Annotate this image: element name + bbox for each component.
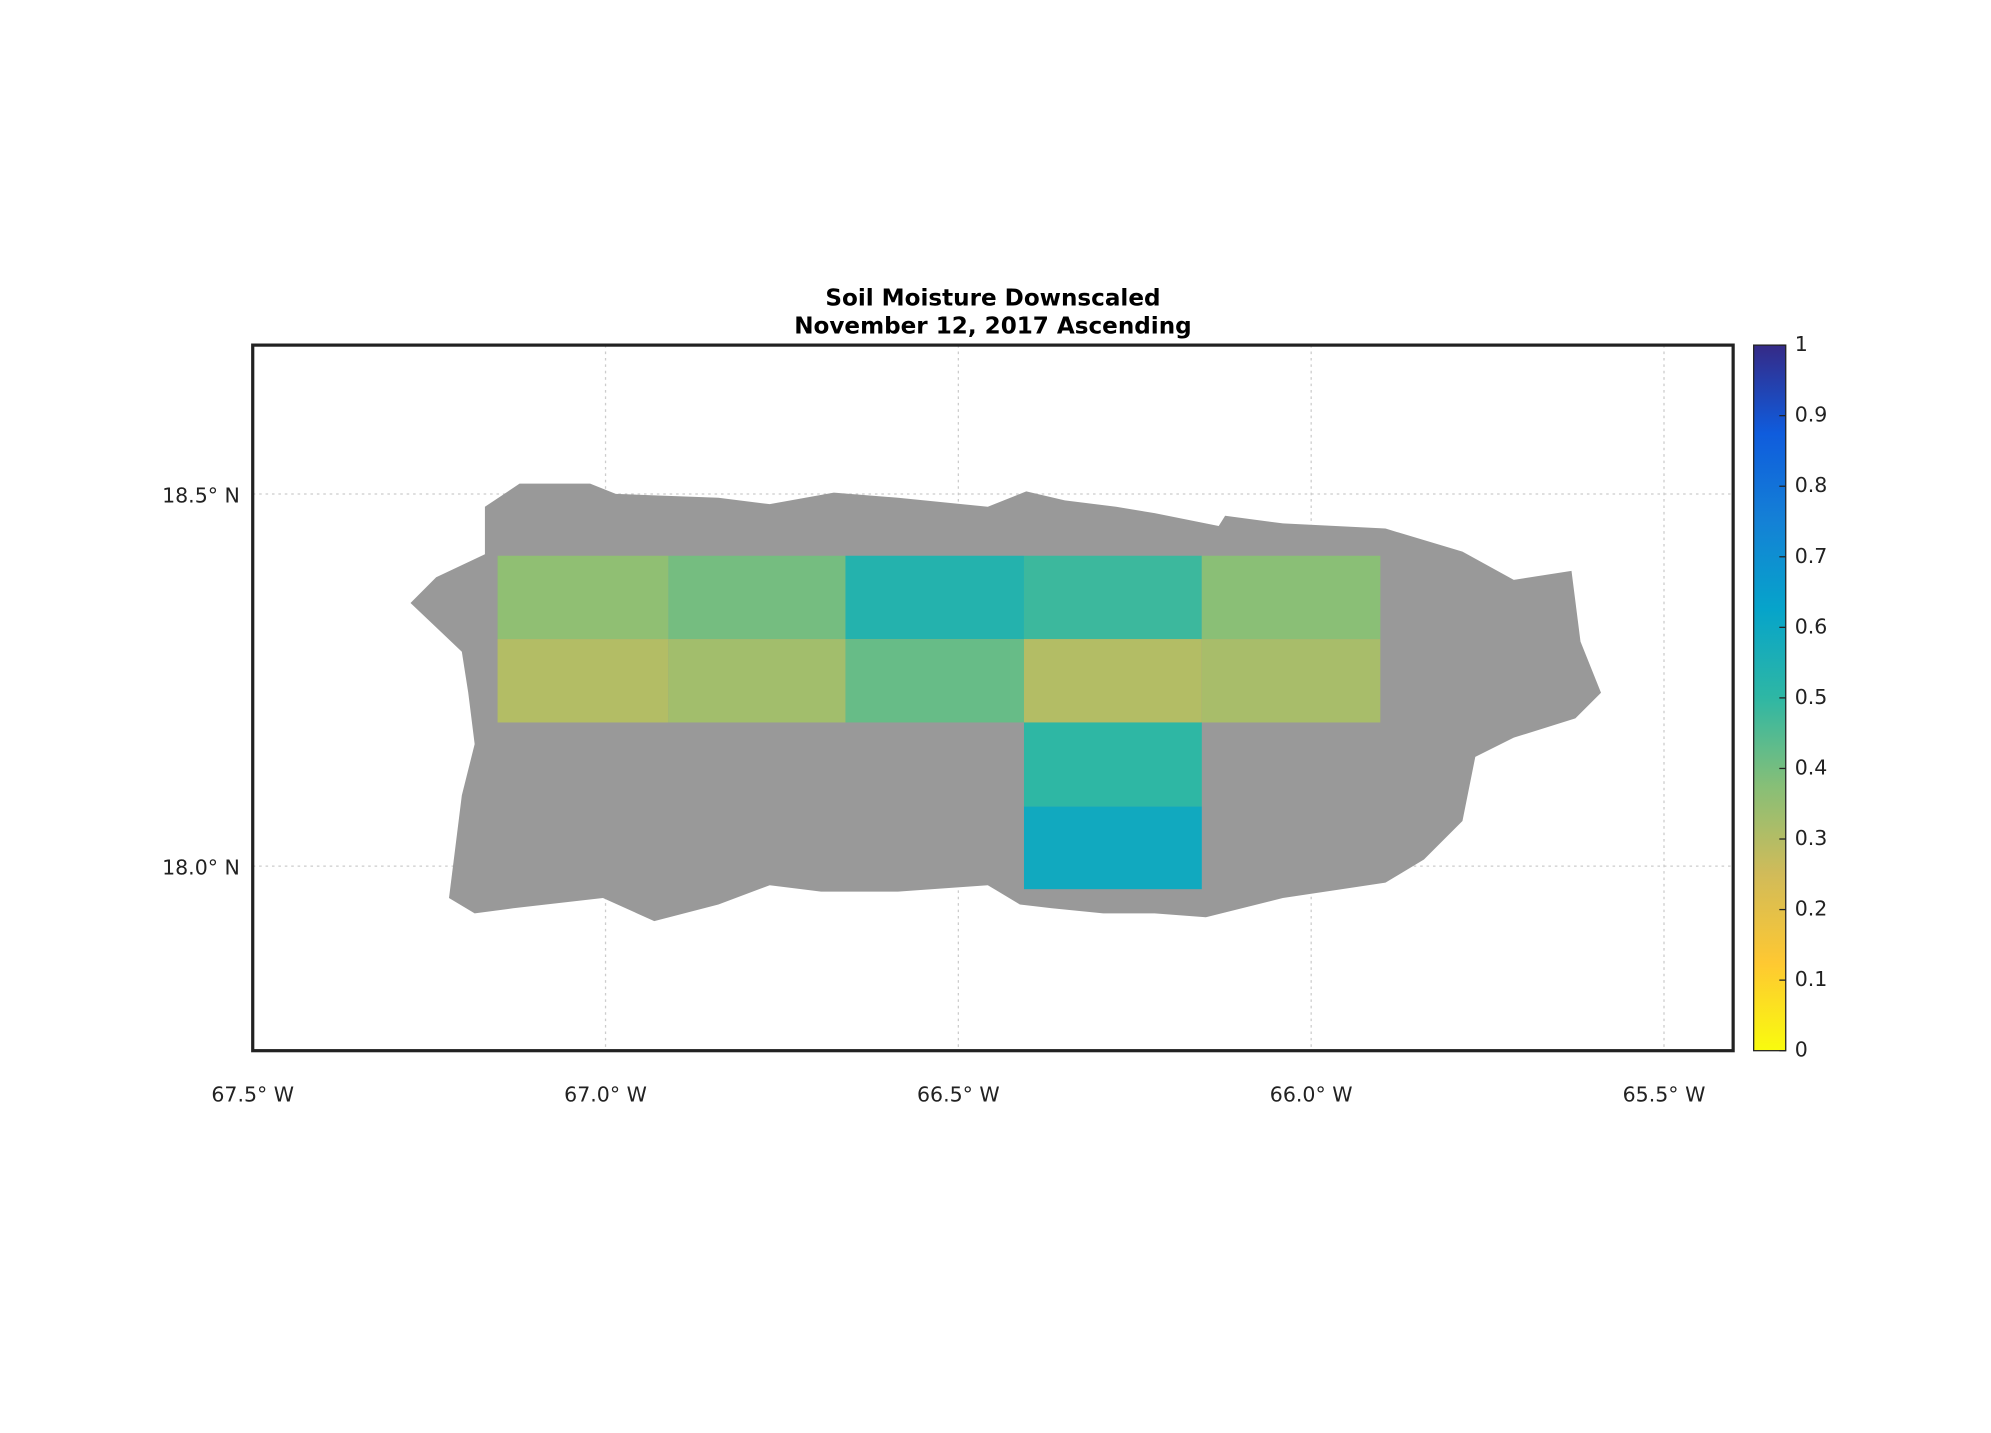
colorbar-tick-label: 0 — [1795, 1038, 1808, 1062]
colorbar-tick-label: 0.6 — [1795, 614, 1828, 638]
chart-subtitle: November 12, 2017 Ascending — [794, 314, 1191, 340]
soil-moisture-tile — [845, 639, 1024, 723]
soil-moisture-tile — [1201, 639, 1381, 723]
colorbar-tick-label: 1 — [1795, 332, 1808, 356]
soil-moisture-tile — [1023, 555, 1202, 640]
soil-moisture-tile — [668, 555, 846, 640]
colorbar-tick-label: 0.3 — [1795, 826, 1828, 850]
colorbar-tick-label: 0.4 — [1795, 755, 1828, 779]
soil-moisture-tile — [1023, 722, 1202, 807]
y-tick-label: 18.0° N — [162, 856, 240, 880]
soil-moisture-tile — [668, 639, 846, 723]
chart-title: Soil Moisture Downscaled — [825, 285, 1160, 311]
colorbar-tick-label: 0.5 — [1795, 685, 1828, 709]
soil-moisture-tile — [1201, 555, 1381, 640]
colorbar-tick-label: 0.2 — [1795, 897, 1828, 921]
colorbar-tick-label: 0.8 — [1795, 473, 1828, 497]
x-tick-label: 66.0° W — [1270, 1083, 1353, 1107]
y-tick-label: 18.5° N — [162, 484, 240, 508]
x-tick-label: 67.0° W — [564, 1083, 647, 1107]
soil-moisture-tile — [845, 555, 1024, 640]
x-tick-label: 66.5° W — [917, 1083, 1000, 1107]
colorbar-tick-label: 0.1 — [1795, 967, 1828, 991]
colorbar-tick-label: 0.7 — [1795, 544, 1828, 568]
x-tick-label: 65.5° W — [1623, 1083, 1706, 1107]
soil-moisture-tile — [1023, 806, 1202, 890]
soil-moisture-tile — [497, 555, 669, 640]
soil-moisture-tile — [497, 639, 669, 723]
soil-moisture-tile — [1023, 639, 1202, 723]
colorbar-tick-label: 0.9 — [1795, 403, 1828, 427]
x-tick-label: 67.5° W — [211, 1083, 294, 1107]
plot-frame — [251, 343, 1735, 1053]
